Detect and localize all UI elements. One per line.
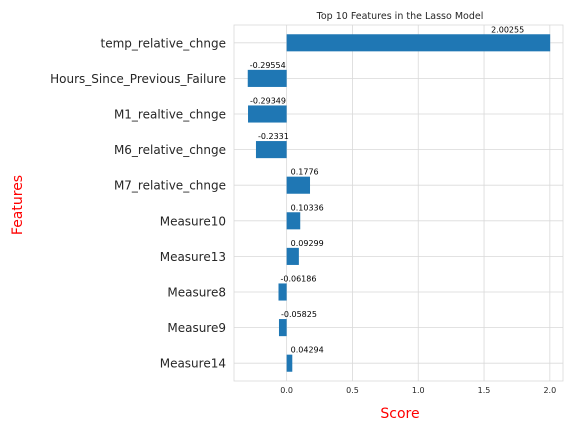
y-tick-label: M1_realtive_chnge: [114, 108, 226, 122]
y-tick-label: temp_relative_chnge: [101, 36, 226, 50]
bar: [286, 247, 299, 265]
bar: [286, 354, 293, 372]
y-tick-label: Hours_Since_Previous_Failure: [50, 72, 226, 86]
bar-value-label: 0.1776: [291, 168, 319, 177]
bar-value-label: 0.10336: [291, 203, 324, 212]
bar-value-label: -0.29554: [250, 61, 286, 70]
bar: [286, 34, 551, 52]
bar: [278, 283, 287, 301]
y-tick-label: Measure14: [160, 357, 226, 371]
x-tick-label: 2.0: [543, 386, 556, 395]
plot-frame: [233, 24, 564, 382]
bar-value-label: 0.04294: [291, 346, 324, 355]
x-tick-label: 1.5: [478, 386, 491, 395]
bar: [248, 105, 287, 123]
bars: [247, 34, 551, 372]
y-tick-label: Measure13: [160, 250, 226, 264]
x-tick-label: 1.0: [412, 386, 425, 395]
y-tick-label: Measure9: [167, 321, 226, 335]
bar-value-label: -0.2331: [258, 132, 289, 141]
bar-value-label: 0.09299: [291, 239, 324, 248]
x-tick-label: 0.5: [346, 386, 359, 395]
y-tick-label: Measure8: [167, 286, 226, 300]
bar: [247, 69, 287, 87]
bar-value-label: -0.29349: [250, 96, 286, 105]
bar-value-label: -0.05825: [281, 310, 317, 319]
bar: [286, 212, 301, 230]
y-tick-labels: temp_relative_chnge Hours_Since_Previous_…: [50, 36, 226, 370]
y-tick-label: M6_relative_chnge: [114, 143, 226, 157]
bar: [255, 141, 287, 159]
x-tick-label: 0.0: [280, 386, 293, 395]
y-tick-label: Measure10: [160, 214, 226, 228]
bar-value-labels: 2.00255 -0.29554 -0.29349 -0.2331 0.1776 0.10…: [250, 25, 524, 354]
bar: [278, 319, 287, 337]
x-tick-labels: 0.0 0.5 1.0 1.5 2.0: [280, 386, 556, 395]
bar: [286, 176, 311, 194]
y-axis-label: Features: [10, 175, 26, 235]
x-axis-label: Score: [380, 406, 419, 422]
bar-value-label: 2.00255: [491, 25, 524, 34]
y-tick-label: M7_relative_chnge: [114, 179, 226, 193]
bar-value-label: -0.06186: [280, 274, 316, 283]
chart-title: Top 10 Features in the Lasso Model: [316, 11, 484, 22]
